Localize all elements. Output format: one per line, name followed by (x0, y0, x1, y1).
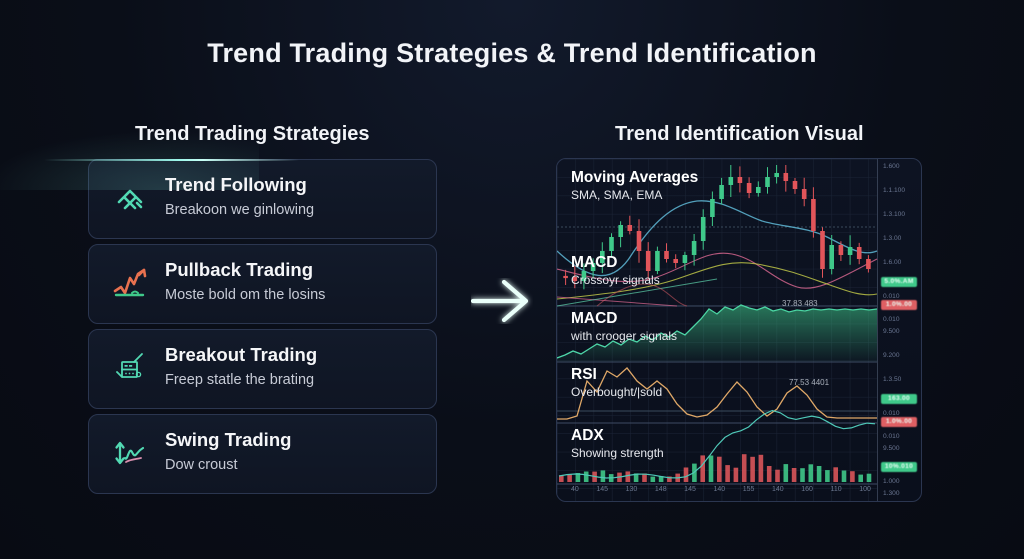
svg-text:37.83 483: 37.83 483 (782, 299, 818, 308)
svg-text:77.53 4401: 77.53 4401 (789, 378, 830, 387)
